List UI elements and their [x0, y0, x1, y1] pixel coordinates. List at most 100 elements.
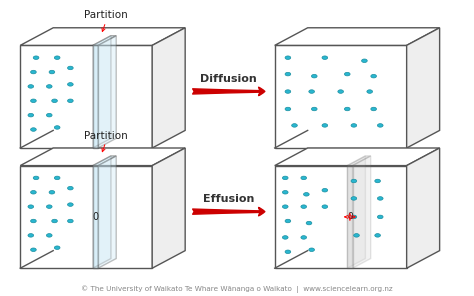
Circle shape	[28, 113, 34, 117]
Polygon shape	[407, 28, 439, 148]
Polygon shape	[347, 156, 371, 165]
Circle shape	[55, 126, 60, 129]
Circle shape	[301, 205, 307, 208]
Circle shape	[322, 205, 328, 208]
Circle shape	[46, 205, 52, 208]
Circle shape	[309, 90, 314, 93]
Polygon shape	[347, 165, 353, 268]
Circle shape	[55, 246, 60, 250]
Circle shape	[68, 66, 73, 70]
Circle shape	[301, 176, 307, 180]
Circle shape	[68, 83, 73, 86]
Circle shape	[33, 56, 39, 59]
Polygon shape	[20, 45, 152, 148]
Circle shape	[55, 176, 60, 180]
Circle shape	[306, 221, 312, 225]
Circle shape	[362, 59, 367, 62]
Circle shape	[375, 234, 381, 237]
Circle shape	[311, 74, 317, 78]
Polygon shape	[20, 165, 152, 268]
Circle shape	[377, 215, 383, 219]
Circle shape	[285, 250, 291, 254]
Circle shape	[46, 85, 52, 88]
Circle shape	[283, 205, 288, 208]
Circle shape	[68, 186, 73, 190]
Circle shape	[31, 99, 36, 102]
Polygon shape	[275, 28, 439, 45]
Circle shape	[49, 70, 55, 74]
Circle shape	[283, 176, 288, 180]
Polygon shape	[20, 28, 185, 45]
Circle shape	[292, 124, 297, 127]
Text: Partition: Partition	[84, 10, 128, 20]
Circle shape	[351, 215, 357, 219]
Circle shape	[309, 248, 314, 252]
Polygon shape	[407, 148, 439, 268]
Circle shape	[68, 99, 73, 102]
Circle shape	[351, 124, 357, 127]
Circle shape	[345, 107, 350, 111]
Circle shape	[31, 248, 36, 252]
Circle shape	[28, 205, 34, 208]
Circle shape	[351, 179, 357, 183]
Circle shape	[31, 70, 36, 74]
Polygon shape	[93, 165, 98, 268]
Text: Partition: Partition	[84, 131, 128, 141]
Polygon shape	[20, 148, 185, 165]
Circle shape	[49, 191, 55, 194]
Circle shape	[31, 219, 36, 223]
Circle shape	[31, 128, 36, 131]
Circle shape	[367, 90, 373, 93]
Circle shape	[28, 234, 34, 237]
Circle shape	[322, 124, 328, 127]
Polygon shape	[93, 45, 98, 148]
Circle shape	[285, 72, 291, 76]
Polygon shape	[98, 36, 116, 148]
Circle shape	[68, 219, 73, 223]
Polygon shape	[93, 36, 111, 148]
Circle shape	[377, 197, 383, 200]
Text: Effusion: Effusion	[203, 194, 255, 204]
Circle shape	[354, 234, 359, 237]
Text: Diffusion: Diffusion	[201, 74, 257, 84]
Circle shape	[33, 176, 39, 180]
Circle shape	[377, 124, 383, 127]
Circle shape	[375, 179, 381, 183]
Circle shape	[52, 219, 57, 223]
Circle shape	[322, 189, 328, 192]
Polygon shape	[98, 156, 116, 268]
Text: 0: 0	[347, 213, 353, 221]
Polygon shape	[353, 156, 371, 268]
Circle shape	[371, 107, 376, 111]
Circle shape	[52, 99, 57, 102]
Polygon shape	[275, 45, 407, 148]
Text: © The University of Waikato Te Whare Wānanga o Waikato  |  www.sciencelearn.org.: © The University of Waikato Te Whare Wān…	[81, 285, 393, 293]
Circle shape	[322, 56, 328, 59]
Polygon shape	[347, 156, 365, 268]
Polygon shape	[275, 165, 407, 268]
Polygon shape	[93, 156, 111, 268]
Circle shape	[345, 72, 350, 76]
Text: 0: 0	[92, 212, 99, 222]
Circle shape	[371, 74, 376, 78]
Circle shape	[46, 234, 52, 237]
Circle shape	[285, 219, 291, 223]
Circle shape	[301, 236, 307, 239]
Circle shape	[283, 236, 288, 239]
Polygon shape	[93, 36, 116, 45]
Polygon shape	[152, 28, 185, 148]
Circle shape	[28, 85, 34, 88]
Circle shape	[285, 107, 291, 111]
Circle shape	[68, 203, 73, 206]
Polygon shape	[93, 156, 116, 165]
Circle shape	[31, 191, 36, 194]
Circle shape	[351, 197, 357, 200]
Circle shape	[338, 90, 344, 93]
Polygon shape	[275, 148, 439, 165]
Circle shape	[285, 90, 291, 93]
Circle shape	[46, 113, 52, 117]
Circle shape	[55, 56, 60, 59]
Circle shape	[311, 107, 317, 111]
Circle shape	[285, 56, 291, 59]
Polygon shape	[152, 148, 185, 268]
